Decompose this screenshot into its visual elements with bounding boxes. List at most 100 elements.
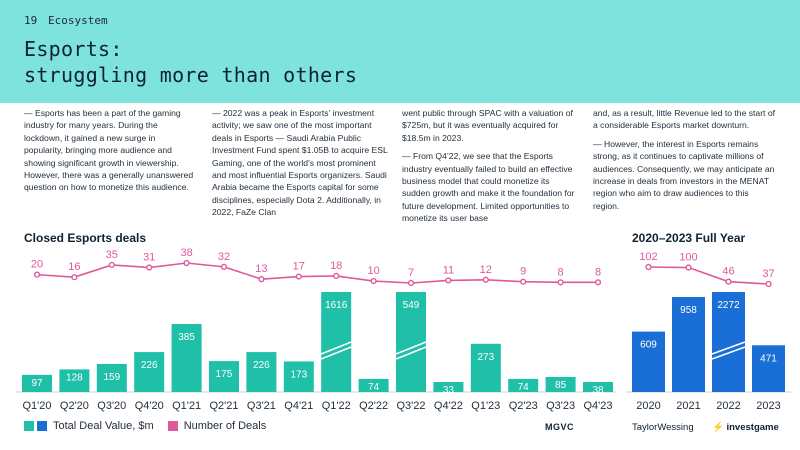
bar-value-label: 226 bbox=[253, 360, 270, 371]
bar bbox=[433, 382, 464, 392]
x-tick-label: Q1'21 bbox=[172, 400, 201, 412]
bar bbox=[283, 361, 314, 392]
deals-point bbox=[482, 276, 489, 283]
bar-value-label: 2272 bbox=[717, 300, 740, 311]
deals-value-label: 13 bbox=[255, 263, 267, 275]
deals-point bbox=[108, 261, 115, 269]
bar-value-label: 549 bbox=[403, 300, 420, 311]
bar bbox=[22, 374, 52, 392]
x-tick-label: Q3'22 bbox=[396, 400, 425, 412]
deals-point bbox=[685, 264, 692, 271]
deals-value-label: 16 bbox=[68, 261, 80, 273]
bar bbox=[583, 382, 613, 392]
x-tick-label: Q3'23 bbox=[546, 400, 575, 412]
bar-value-label: 74 bbox=[368, 382, 380, 393]
bar bbox=[752, 345, 785, 392]
x-tick-label: 2023 bbox=[756, 400, 780, 412]
x-tick-label: Q2'23 bbox=[509, 400, 538, 412]
x-tick-label: 2020 bbox=[636, 400, 660, 412]
x-tick-label: Q4'22 bbox=[434, 400, 463, 412]
deals-value-label: 38 bbox=[180, 247, 192, 259]
deals-value-label: 35 bbox=[106, 249, 118, 261]
deals-point bbox=[183, 259, 190, 267]
bar bbox=[545, 376, 576, 392]
text-column-2: — 2022 was a peak in Esports’ investment… bbox=[212, 107, 392, 225]
deals-point bbox=[765, 280, 772, 288]
bar bbox=[246, 352, 277, 392]
bar bbox=[508, 378, 539, 392]
investgame-wordmark: investgame bbox=[726, 422, 779, 433]
text-column-1: — Esports has been a part of the gaming … bbox=[24, 107, 196, 200]
legend-teal-swatch bbox=[24, 421, 34, 431]
bar-value-label: 226 bbox=[141, 360, 158, 371]
bar bbox=[470, 343, 501, 392]
deals-value-label: 9 bbox=[520, 266, 526, 278]
bar bbox=[321, 292, 352, 392]
deals-value-label: 7 bbox=[408, 267, 414, 279]
deals-point bbox=[594, 279, 602, 286]
bar-break-mark bbox=[395, 341, 427, 355]
title-line-1: Esports: bbox=[24, 37, 123, 61]
bar-break-mark bbox=[711, 341, 746, 355]
x-tick-label: Q1'23 bbox=[471, 400, 500, 412]
deals-point bbox=[220, 263, 228, 270]
deals-point bbox=[295, 273, 302, 280]
section-label: Ecosystem bbox=[48, 14, 108, 27]
deals-point bbox=[370, 277, 377, 285]
deals-value-label: 32 bbox=[218, 251, 230, 263]
deals-point bbox=[146, 264, 153, 271]
paragraph: — However, the interest in Esports remai… bbox=[593, 138, 775, 211]
bar-value-label: 609 bbox=[640, 340, 657, 351]
deals-value-label: 17 bbox=[293, 261, 305, 273]
x-tick-label: Q2'21 bbox=[209, 400, 238, 412]
bar bbox=[358, 378, 389, 392]
legend-pink-swatch bbox=[167, 421, 178, 431]
deals-point bbox=[725, 278, 732, 285]
bar-value-label: 175 bbox=[216, 369, 233, 380]
legend-blue-swatch bbox=[37, 421, 47, 431]
bar bbox=[134, 352, 165, 392]
deals-value-label: 8 bbox=[595, 266, 601, 278]
bar bbox=[171, 324, 202, 392]
bar-value-label: 385 bbox=[178, 332, 195, 343]
bar-break-mark bbox=[320, 341, 352, 355]
bar-value-label: 471 bbox=[760, 353, 777, 364]
deals-point bbox=[333, 272, 340, 280]
bar bbox=[96, 363, 127, 392]
x-tick-label: Q4'20 bbox=[135, 400, 164, 412]
taylor-wessing-logo: TaylorWessing bbox=[632, 422, 694, 433]
deals-value-label: 10 bbox=[367, 265, 379, 277]
bar-value-label: 958 bbox=[680, 305, 697, 316]
bar bbox=[209, 361, 239, 392]
bar-value-label: 128 bbox=[66, 372, 83, 383]
bar-value-label: 33 bbox=[443, 385, 455, 396]
page-number: 19 bbox=[24, 14, 38, 27]
deals-point bbox=[407, 279, 415, 287]
paragraph: went public through SPAC with a valuatio… bbox=[402, 108, 573, 143]
legend-deal-value: Total Deal Value, $m bbox=[53, 420, 154, 432]
investgame-logo: ⚡ investgame bbox=[712, 422, 779, 433]
deals-value-label: 37 bbox=[762, 268, 774, 280]
deals-line bbox=[648, 266, 769, 285]
title-line-2: struggling more than others bbox=[24, 63, 358, 87]
bar bbox=[712, 292, 745, 392]
deals-value-label: 46 bbox=[722, 266, 734, 278]
bar bbox=[396, 292, 426, 392]
deals-point bbox=[520, 278, 527, 285]
bar-value-label: 159 bbox=[103, 372, 120, 383]
investgame-mark-icon: ⚡ bbox=[712, 422, 724, 433]
deals-point bbox=[33, 271, 41, 278]
bar-value-label: 97 bbox=[31, 378, 43, 389]
mgvc-logo: MGVC bbox=[545, 422, 574, 432]
annual-chart-title: 2020–2023 Full Year bbox=[632, 231, 746, 245]
x-tick-label: 2021 bbox=[676, 400, 700, 412]
bar-value-label: 74 bbox=[518, 382, 530, 393]
x-tick-label: Q1'22 bbox=[322, 400, 351, 412]
deals-value-label: 102 bbox=[639, 251, 657, 263]
deals-value-label: 18 bbox=[330, 260, 342, 272]
deals-point bbox=[258, 276, 265, 283]
deals-point bbox=[445, 277, 452, 284]
deals-line bbox=[36, 262, 598, 284]
deals-value-label: 8 bbox=[558, 266, 564, 278]
x-tick-label: Q3'20 bbox=[97, 400, 126, 412]
